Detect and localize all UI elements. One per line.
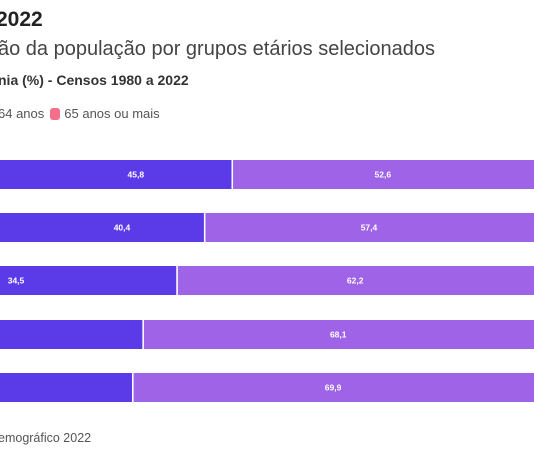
- legend-item-15-64: 64 anos: [0, 106, 44, 121]
- chart-title: 2022: [0, 8, 43, 31]
- data-label-adult-3: 68,1: [330, 330, 347, 340]
- bar-segment-young-3: [0, 320, 143, 349]
- data-label-young-2: 34,5: [8, 276, 25, 286]
- data-label-young-0: 45,8: [128, 170, 145, 180]
- legend-label-65-plus: 65 anos ou mais: [64, 106, 160, 121]
- bar-segment-adult-3: [143, 320, 534, 349]
- chart-subtitle: ão da população por grupos etários selec…: [0, 38, 435, 60]
- bar-divider-4: [132, 373, 134, 402]
- bar-segment-adult-0: [232, 160, 534, 189]
- data-label-adult-1: 57,4: [361, 223, 378, 233]
- bar-divider-3: [142, 320, 144, 349]
- bar-segment-young-1: [0, 213, 204, 242]
- bar-divider-1: [203, 213, 206, 242]
- data-label-adult-4: 69,9: [325, 383, 342, 393]
- bar-segment-young-4: [0, 373, 133, 402]
- data-label-adult-2: 62,2: [347, 276, 364, 286]
- chart-source: emográfico 2022: [0, 431, 92, 445]
- bar-segment-young-0: [0, 160, 232, 189]
- data-label-adult-0: 52,6: [375, 170, 392, 180]
- chart-caption: nia (%) - Censos 1980 a 2022: [0, 72, 189, 88]
- bar-divider-2: [176, 266, 178, 295]
- bar-segment-adult-1: [204, 213, 534, 242]
- data-label-young-1: 40,4: [114, 223, 131, 233]
- bar-divider-0: [231, 160, 234, 189]
- bar-segment-adult-4: [133, 373, 534, 402]
- bar-segment-young-2: [0, 266, 177, 295]
- legend-label-15-64: 64 anos: [0, 106, 45, 121]
- bar-segment-adult-2: [177, 266, 534, 295]
- chart-legend: 64 anos 65 anos ou mais: [0, 106, 166, 121]
- legend-swatch-65-plus: [50, 107, 61, 120]
- legend-item-65-plus: 65 anos ou mais: [50, 106, 160, 121]
